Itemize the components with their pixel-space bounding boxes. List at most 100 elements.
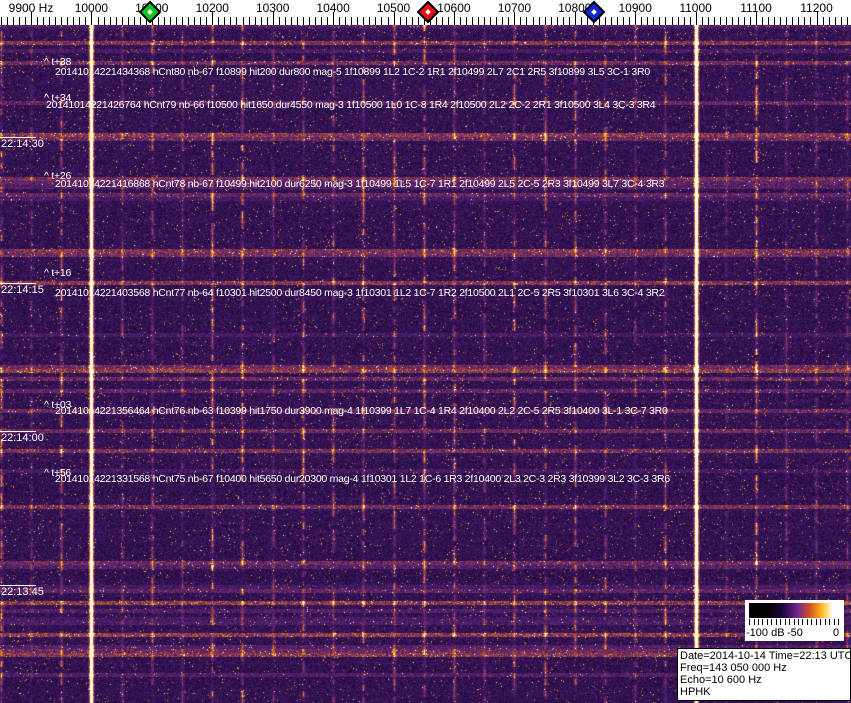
color-scale-tick — [775, 619, 777, 625]
waterfall-overlay: 22:14:30 22:14:15 22:14:00 22:13:45 ^ t+38 20… — [0, 25, 851, 703]
color-scale-tick — [838, 619, 839, 625]
ruler-tick — [212, 12, 214, 25]
detection-log-line: 20141014221403568 hCnt77 nb-64 f10301 hi… — [55, 287, 665, 299]
ruler-tick — [43, 17, 45, 25]
color-scale-tick — [798, 619, 799, 625]
ruler-tick — [97, 17, 99, 25]
ruler-tick — [145, 17, 147, 25]
freq-tick-label: 10400 — [316, 1, 350, 15]
ruler-tick — [756, 12, 757, 25]
ruler-tick — [315, 17, 316, 25]
freq-tick-label: 9900 Hz — [8, 1, 54, 15]
ruler-tick — [568, 17, 570, 25]
ruler-tick — [363, 17, 365, 25]
color-scale-tick — [802, 619, 804, 625]
ruler-tick — [629, 17, 631, 25]
color-scale-tick — [824, 619, 826, 625]
info-frequency: Freq=143 050 000 Hz — [680, 662, 787, 674]
ruler-tick — [441, 17, 443, 25]
ruler-tick — [707, 17, 709, 25]
ruler-tick — [701, 17, 703, 25]
ruler-tick — [472, 17, 474, 25]
ruler-tick — [381, 17, 383, 25]
ruler-tick — [55, 17, 57, 25]
detection-log-line: 20141014221331568 hCnt75 nb-67 f10400 hi… — [55, 473, 670, 485]
ruler-tick — [496, 17, 498, 25]
ruler-tick — [12, 17, 14, 25]
frequency-ruler[interactable]: 9900 Hz100001010010200103001040010500106… — [0, 0, 851, 25]
ruler-tick — [345, 17, 347, 25]
ruler-tick — [520, 17, 522, 25]
freq-tick-label: 10500 — [376, 1, 411, 15]
ruler-tick — [653, 17, 655, 25]
color-scale-tick — [749, 619, 750, 625]
ruler-tick — [635, 12, 637, 25]
detection-marker-tag: ^ t+16 — [44, 267, 72, 279]
color-scale-tick — [757, 619, 759, 625]
ruler-tick — [242, 17, 244, 25]
ruler-tick — [399, 17, 401, 25]
ruler-tick — [786, 17, 788, 25]
ruler-tick — [526, 17, 528, 25]
ruler-tick — [103, 17, 105, 25]
color-scale-tick — [784, 619, 786, 625]
ruler-tick — [774, 17, 776, 25]
color-scale-tick — [780, 619, 782, 625]
ruler-tick — [647, 17, 649, 25]
ruler-tick — [139, 17, 141, 25]
color-scale-tick — [811, 619, 813, 625]
ruler-tick — [61, 17, 63, 25]
ruler-tick — [822, 17, 824, 25]
ruler-tick — [671, 17, 673, 25]
ruler-tick — [725, 17, 727, 25]
detection-marker-tag: ^ t+38 — [44, 56, 72, 68]
ruler-tick — [484, 17, 486, 25]
time-label: 22:14:00 — [1, 432, 44, 444]
ruler-tick — [798, 17, 800, 25]
ruler-tick — [453, 12, 455, 25]
ruler-tick — [423, 17, 425, 25]
ruler-tick — [605, 17, 606, 25]
time-label: 22:14:30 — [1, 138, 44, 150]
detection-marker-tag: ^ t+26 — [44, 170, 72, 182]
info-station-id: HPHK — [680, 686, 711, 698]
color-scale-label-max: 0 — [833, 627, 840, 639]
ruler-tick — [665, 17, 667, 25]
ruler-tick — [375, 17, 377, 25]
ruler-tick — [689, 17, 691, 25]
ruler-tick — [0, 17, 2, 25]
color-scale-tick — [793, 619, 795, 625]
color-scale-tick — [820, 619, 822, 625]
ruler-tick — [278, 17, 280, 25]
ruler-tick — [333, 12, 335, 25]
ruler-tick — [18, 17, 20, 25]
ruler-tick — [623, 17, 625, 25]
color-scale-tick — [815, 619, 817, 625]
time-tick — [0, 137, 36, 138]
ruler-tick — [369, 17, 371, 25]
ruler-tick — [683, 17, 685, 25]
ruler-tick — [91, 12, 93, 25]
ruler-tick — [302, 17, 304, 25]
ruler-tick — [200, 17, 202, 25]
ruler-tick — [447, 17, 449, 25]
color-scale-label-mid: -50 — [787, 627, 803, 639]
ruler-tick — [695, 12, 697, 25]
waterfall-spectrogram[interactable] — [0, 25, 851, 703]
freq-tick-label: 10600 — [437, 1, 471, 15]
time-tick — [0, 431, 36, 432]
ruler-tick — [659, 17, 661, 25]
ruler-tick — [598, 17, 600, 25]
ruler-tick — [236, 17, 238, 25]
ruler-tick — [194, 17, 196, 25]
color-scale-legend: -100 dB -50 0 — [745, 600, 844, 641]
ruler-tick — [538, 17, 540, 25]
color-scale-gradient[interactable] — [749, 603, 839, 618]
ruler-tick — [762, 17, 764, 25]
ruler-tick — [127, 17, 129, 25]
status-info-box: Date=2014-10-14 Time=22:13 UTC Freq=143 … — [677, 648, 851, 701]
ruler-tick — [188, 17, 190, 25]
freq-tick-label: 10900 — [618, 1, 652, 15]
color-scale-tick — [789, 619, 791, 625]
freq-tick-label: 10000 — [74, 1, 109, 15]
